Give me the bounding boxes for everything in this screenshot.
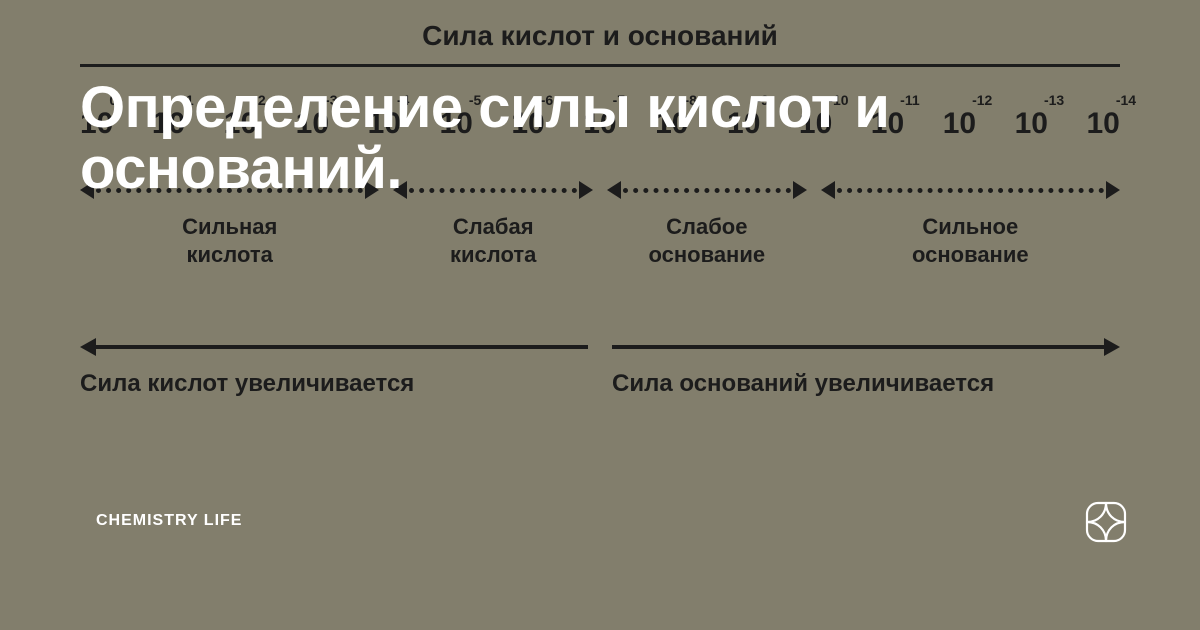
- arrow-left-icon: [80, 338, 588, 356]
- base-direction-block: Сила оснований увеличивается: [612, 338, 1120, 398]
- base-direction-label: Сила оснований увеличивается: [612, 370, 1120, 398]
- direction-arrows-row: Сила кислот увеличивается Сила оснований…: [80, 338, 1120, 398]
- acid-direction-label: Сила кислот увеличивается: [80, 370, 588, 398]
- acid-direction-block: Сила кислот увеличивается: [80, 338, 588, 398]
- title-underline: [80, 64, 1120, 67]
- overlay-brand: CHEMISTRY LIFE: [96, 512, 242, 530]
- category-label: Сильная кислота: [80, 213, 379, 268]
- arrow-right-icon: [612, 338, 1120, 356]
- category-label: Сильное основание: [821, 213, 1120, 268]
- overlay-headline: Определение силы кислот и оснований.: [80, 78, 1120, 200]
- category-label: Слабая кислота: [393, 213, 593, 268]
- category-label: Слабое основание: [607, 213, 807, 268]
- sparkle-icon: [1084, 500, 1128, 544]
- diagram-title: Сила кислот и оснований: [80, 20, 1120, 52]
